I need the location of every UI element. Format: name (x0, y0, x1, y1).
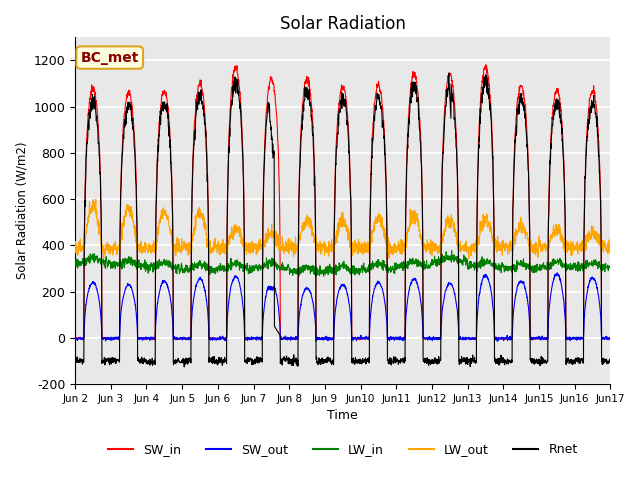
Rnet (445, 70, 452, 76)
LW_out (92, 196, 100, 202)
SW_in (370, 109, 378, 115)
LW_in (221, 264, 228, 270)
LW_out (575, 246, 582, 252)
SW_out (607, 336, 614, 341)
Legend: SW_in, SW_out, LW_in, LW_out, Rnet: SW_in, SW_out, LW_in, LW_out, Rnet (102, 438, 582, 461)
SW_out (499, 335, 506, 341)
LW_in (448, 248, 456, 253)
SW_out (221, 336, 228, 341)
SW_out (559, 296, 567, 302)
Rnet (71, 360, 79, 365)
SW_in (255, 337, 263, 343)
Rnet (559, 155, 567, 161)
LW_out (358, 240, 366, 246)
Line: Rnet: Rnet (75, 73, 611, 367)
Line: LW_in: LW_in (75, 251, 611, 276)
LW_out (71, 249, 79, 254)
LW_out (559, 245, 567, 251)
SW_out (554, 270, 561, 276)
LW_out (499, 243, 506, 249)
SW_in (71, 336, 79, 342)
SW_in (575, 336, 582, 341)
Rnet (358, 359, 366, 365)
SW_in (499, 336, 506, 342)
Y-axis label: Solar Radiation (W/m2): Solar Radiation (W/m2) (15, 142, 28, 279)
Title: Solar Radiation: Solar Radiation (280, 15, 406, 33)
SW_in (607, 336, 614, 341)
SW_in (221, 336, 228, 342)
LW_in (370, 262, 378, 267)
Line: SW_in: SW_in (75, 65, 611, 340)
Rnet (575, 357, 582, 362)
SW_in (559, 147, 567, 153)
LW_in (575, 267, 582, 273)
SW_out (358, 336, 365, 342)
Rnet (370, 121, 378, 127)
LW_in (71, 259, 79, 265)
Rnet (607, 356, 614, 362)
SW_out (370, 289, 378, 295)
LW_out (221, 249, 228, 255)
Rnet (221, 354, 228, 360)
Text: BC_met: BC_met (81, 50, 139, 65)
SW_out (493, 338, 501, 344)
LW_out (607, 244, 614, 250)
SW_in (482, 62, 490, 68)
Line: LW_out: LW_out (75, 199, 611, 259)
LW_in (607, 263, 614, 269)
SW_in (358, 335, 366, 341)
SW_out (575, 335, 582, 340)
Rnet (180, 364, 188, 370)
LW_in (358, 263, 366, 269)
Rnet (499, 360, 506, 366)
LW_in (312, 274, 319, 279)
LW_out (465, 256, 472, 262)
LW_out (370, 224, 378, 230)
LW_in (559, 262, 567, 268)
SW_out (71, 335, 79, 340)
Line: SW_out: SW_out (75, 273, 611, 341)
X-axis label: Time: Time (327, 409, 358, 422)
LW_in (499, 264, 506, 269)
